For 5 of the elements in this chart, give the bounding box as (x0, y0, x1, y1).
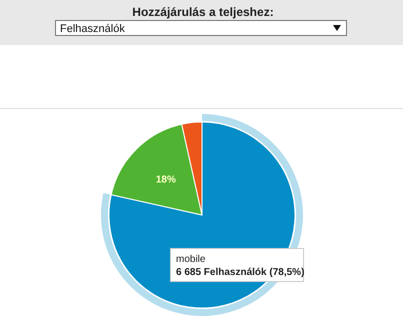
slice-label: mobile (176, 254, 206, 265)
data-label: 18% (156, 174, 176, 186)
text: 6 685 Felhasználók (78,5%) (176, 267, 304, 278)
chart-title: Hozzájárulás a teljeshez: (132, 5, 274, 19)
chart-subtitle: Felhasználók (60, 23, 126, 35)
